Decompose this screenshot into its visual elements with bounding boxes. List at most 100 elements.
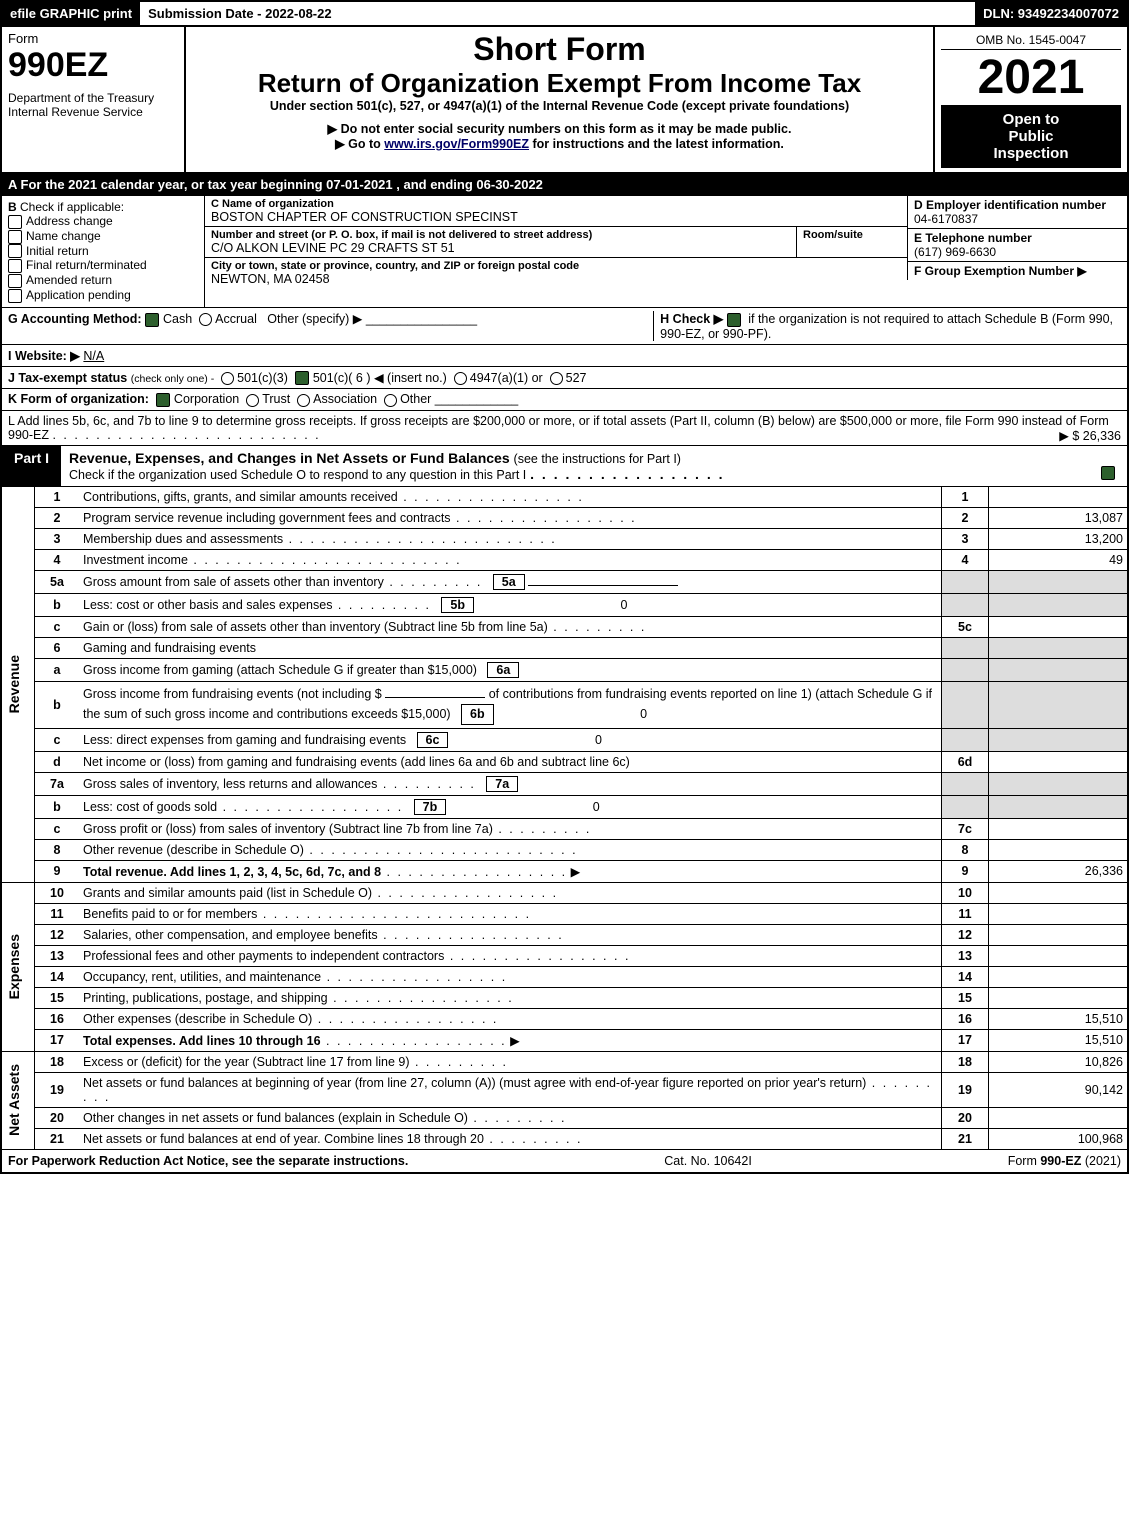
chk-h[interactable] [727, 313, 741, 327]
ssn-warning: ▶ Do not enter social security numbers o… [192, 121, 927, 136]
inbox: 6c [417, 732, 449, 748]
rd-trust[interactable] [246, 394, 259, 407]
val-8 [989, 839, 1129, 860]
linebox: 1 [942, 487, 989, 508]
rn: 18 [35, 1051, 80, 1072]
part1-sub: (see the instructions for Part I) [514, 452, 681, 466]
val-12 [989, 924, 1129, 945]
inval-6b: 0 [497, 705, 647, 724]
shadebox [942, 659, 989, 682]
b-label: B [8, 200, 17, 214]
chk-cash[interactable] [145, 313, 159, 327]
rn: 16 [35, 1008, 80, 1029]
rd-other-org[interactable] [384, 394, 397, 407]
g-accrual: Accrual [215, 312, 257, 326]
j-o2: 501(c)( 6 ) ◀ (insert no.) [313, 371, 447, 385]
footer-right-pre: Form [1008, 1154, 1041, 1168]
b-item-3: Final return/terminated [26, 258, 147, 272]
chk-address-change[interactable] [8, 215, 22, 229]
j-sub: (check only one) - [131, 373, 214, 385]
e-value: (617) 969-6630 [914, 245, 1121, 259]
rn: c [35, 818, 80, 839]
header-right: OMB No. 1545-0047 2021 Open to Public In… [935, 27, 1127, 172]
rd-accrual[interactable] [199, 313, 212, 326]
open-line1: Open to [945, 111, 1117, 128]
table-row: 14 Occupancy, rent, utilities, and maint… [1, 966, 1128, 987]
desc: Total expenses. Add lines 10 through 16 [83, 1034, 321, 1048]
val-14 [989, 966, 1129, 987]
b-item-0: Address change [26, 214, 113, 228]
val-2: 13,087 [989, 508, 1129, 529]
dots [378, 928, 564, 942]
header-center: Short Form Return of Organization Exempt… [186, 27, 935, 172]
inbox: 5a [493, 574, 525, 590]
chk-corp[interactable] [156, 393, 170, 407]
shadebox [942, 682, 989, 729]
val-17: 15,510 [989, 1029, 1129, 1051]
table-row: 13 Professional fees and other payments … [1, 945, 1128, 966]
org-info-block: B Check if applicable: Address change Na… [0, 196, 1129, 308]
chk-application-pending[interactable] [8, 289, 22, 303]
rn: 19 [35, 1072, 80, 1107]
form-header: Form 990EZ Department of the Treasury In… [0, 27, 1129, 174]
chk-initial-return[interactable] [8, 244, 22, 258]
linebox: 2 [942, 508, 989, 529]
chk-501c[interactable] [295, 371, 309, 385]
dots [321, 1034, 507, 1048]
linebox: 10 [942, 883, 989, 904]
rn: d [35, 751, 80, 772]
table-row: 17 Total expenses. Add lines 10 through … [1, 1029, 1128, 1051]
desc: Net assets or fund balances at beginning… [83, 1076, 866, 1090]
linebox: 19 [942, 1072, 989, 1107]
k-o2: Trust [262, 392, 290, 406]
desc: Other expenses (describe in Schedule O) [83, 1012, 312, 1026]
inbox: 5b [441, 597, 474, 613]
submission-date: Submission Date - 2022-08-22 [140, 2, 340, 25]
i-row: I Website: ▶ N/A [0, 345, 1129, 367]
shadeval [989, 728, 1129, 751]
shadebox [942, 728, 989, 751]
desc: Printing, publications, postage, and shi… [83, 991, 328, 1005]
b-item-5: Application pending [26, 288, 131, 302]
dots [410, 1055, 509, 1069]
val-4: 49 [989, 550, 1129, 571]
val-13 [989, 945, 1129, 966]
table-row: c Gain or (loss) from sale of assets oth… [1, 617, 1128, 638]
table-row: 7a Gross sales of inventory, less return… [1, 772, 1128, 795]
form-word: Form [8, 31, 178, 46]
desc: Investment income [83, 553, 188, 567]
val-20 [989, 1107, 1129, 1128]
title-short-form: Short Form [192, 31, 927, 68]
dots [530, 466, 724, 482]
rn: b [35, 682, 80, 729]
dots [451, 511, 637, 525]
rn: 15 [35, 987, 80, 1008]
rd-527[interactable] [550, 372, 563, 385]
val-6d [989, 751, 1129, 772]
arrow-icon [567, 865, 580, 879]
rn: c [35, 617, 80, 638]
chk-final-return[interactable] [8, 259, 22, 273]
rn: 9 [35, 860, 80, 882]
dots [398, 490, 584, 504]
c-name-value: BOSTON CHAPTER OF CONSTRUCTION SPECINST [205, 210, 907, 226]
e-label: E Telephone number [914, 231, 1121, 245]
c-name-row: C Name of organization BOSTON CHAPTER OF… [205, 196, 907, 227]
table-row: 5a Gross amount from sale of assets othe… [1, 571, 1128, 594]
k-o4: Other [400, 392, 431, 406]
footer: For Paperwork Reduction Act Notice, see … [0, 1150, 1129, 1174]
rd-assoc[interactable] [297, 394, 310, 407]
rn: c [35, 728, 80, 751]
rd-501c3[interactable] [221, 372, 234, 385]
desc: Occupancy, rent, utilities, and maintena… [83, 970, 321, 984]
goto-link[interactable]: www.irs.gov/Form990EZ [384, 137, 529, 151]
chk-amended-return[interactable] [8, 274, 22, 288]
topbar-spacer [340, 2, 976, 25]
blank-6b [385, 697, 485, 698]
section-a: A For the 2021 calendar year, or tax yea… [0, 174, 1129, 196]
chk-schedule-o[interactable] [1101, 466, 1115, 480]
rd-4947[interactable] [454, 372, 467, 385]
chk-name-change[interactable] [8, 230, 22, 244]
table-row: c Less: direct expenses from gaming and … [1, 728, 1128, 751]
desc: Program service revenue including govern… [83, 511, 451, 525]
